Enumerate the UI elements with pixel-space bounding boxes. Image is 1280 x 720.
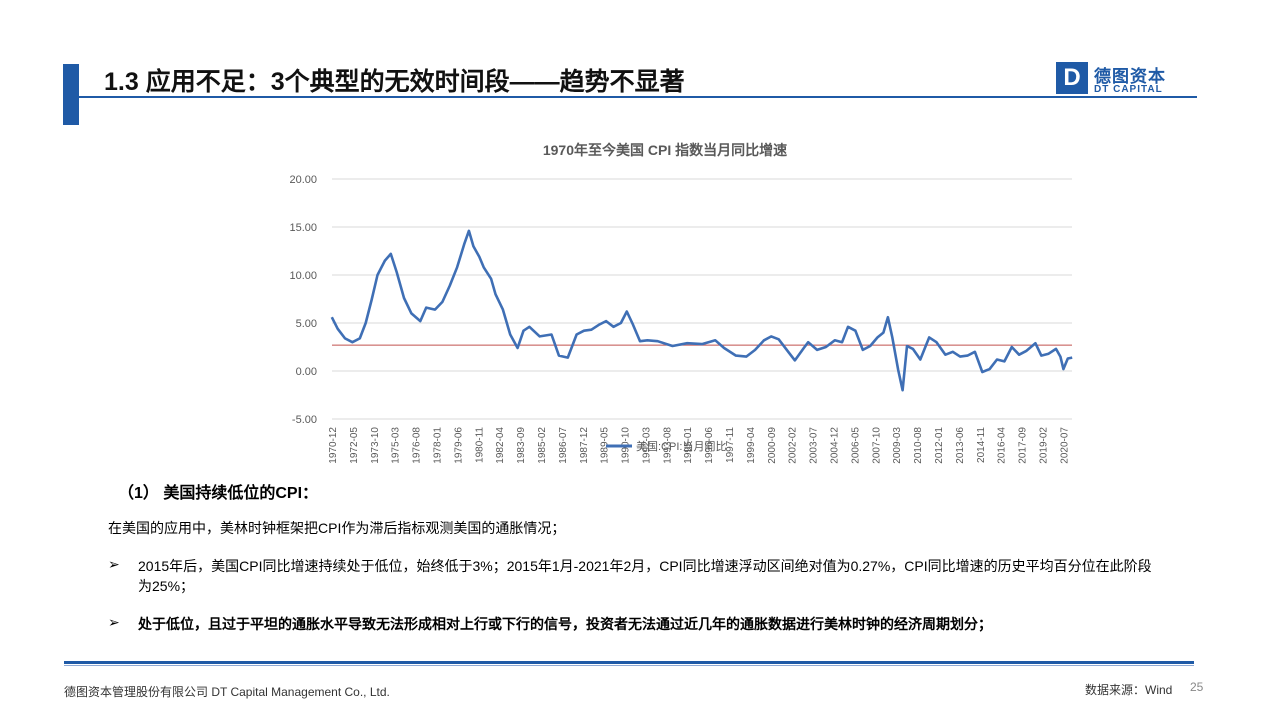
footer-divider-thin xyxy=(64,665,1194,666)
x-tick-label: 1987-12 xyxy=(579,427,590,464)
x-tick-label: 2009-03 xyxy=(892,427,903,464)
x-tick-label: 1980-11 xyxy=(474,427,485,463)
legend-label: 美国:CPI:当月同比 xyxy=(636,439,726,453)
x-tick-label: 2014-11 xyxy=(976,427,987,463)
x-tick-label: 2019-02 xyxy=(1038,427,1049,464)
x-tick-label: 2010-08 xyxy=(913,427,924,464)
x-tick-label: 1985-02 xyxy=(537,427,548,464)
x-tick-label: 1975-03 xyxy=(391,427,402,464)
bullet-text: 处于低位，且过于平坦的通胀水平导致无法形成相对上行或下行的信号，投资者无法通过近… xyxy=(138,616,992,632)
arrow-bullet-icon: ➢ xyxy=(108,614,120,630)
section-heading: （1） 美国持续低位的CPI： xyxy=(118,485,319,502)
x-tick-label: 2002-02 xyxy=(788,427,799,464)
x-tick-label: 1993-08 xyxy=(662,427,673,464)
x-tick-label: 2012-01 xyxy=(934,427,945,464)
x-tick-label: 2000-09 xyxy=(767,427,778,464)
logo-name-cn: 德图资本 xyxy=(1094,67,1166,86)
x-tick-label: 2016-04 xyxy=(997,427,1008,464)
x-tick-label: 2004-12 xyxy=(830,427,841,464)
intro-paragraph: 在美国的应用中，美林时钟框架把CPI作为滞后指标观测美国的通胀情况； xyxy=(108,520,566,536)
y-tick-label: 20.00 xyxy=(289,174,317,186)
logo-name-en: DT CAPITAL xyxy=(1094,84,1163,95)
y-tick-label: -5.00 xyxy=(292,414,317,426)
company-logo: D 德图资本 DT CAPITAL xyxy=(1056,62,1186,96)
x-tick-label: 1997-11 xyxy=(725,427,736,463)
logo-mark-icon: D xyxy=(1056,62,1088,94)
x-tick-label: 2006-05 xyxy=(850,427,861,464)
x-tick-label: 2017-09 xyxy=(1018,427,1029,464)
page-number: 25 xyxy=(1190,680,1204,694)
x-tick-label: 1992-03 xyxy=(641,427,652,464)
x-tick-label: 1989-05 xyxy=(600,427,611,464)
x-tick-label: 1976-08 xyxy=(412,427,423,464)
x-tick-label: 1978-01 xyxy=(432,427,443,464)
x-tick-label: 1995-01 xyxy=(683,427,694,464)
x-tick-label: 1986-07 xyxy=(558,427,569,464)
bullet-text: 2015年后，美国CPI同比增速持续处于低位，始终低于3%；2015年1月-20… xyxy=(138,558,1152,594)
x-tick-label: 1996-06 xyxy=(704,427,715,464)
y-tick-label: 0.00 xyxy=(296,366,317,378)
cpi-line-chart: 1970年至今美国 CPI 指数当月同比增速 20.00 15.00 10.00 5.… xyxy=(289,142,1073,464)
y-tick-label: 15.00 xyxy=(289,222,317,234)
chart-title: 1970年至今美国 CPI 指数当月同比增速 xyxy=(543,142,787,158)
x-tick-label: 2013-06 xyxy=(955,427,966,464)
x-tick-label: 2003-07 xyxy=(809,427,820,464)
x-tick-label: 1982-04 xyxy=(495,427,506,464)
arrow-bullet-icon: ➢ xyxy=(108,556,120,572)
x-tick-label: 2007-10 xyxy=(871,427,882,464)
x-tick-label: 1999-04 xyxy=(746,427,757,464)
chart-legend: 美国:CPI:当月同比 xyxy=(606,439,726,453)
x-tick-label: 2020-07 xyxy=(1059,427,1070,464)
x-tick-label: 1979-06 xyxy=(453,427,464,464)
data-source: 数据来源：Wind xyxy=(1085,683,1173,697)
footer-divider xyxy=(64,661,1194,664)
x-tick-label: 1972-05 xyxy=(349,427,360,464)
company-name: 德图资本管理股份有限公司 DT Capital Management Co., … xyxy=(64,685,390,699)
x-tick-label: 1973-10 xyxy=(370,427,381,464)
x-tick-label: 1983-09 xyxy=(516,427,527,464)
title-underline xyxy=(79,96,1197,98)
y-tick-label: 10.00 xyxy=(289,270,317,282)
title-accent-bar xyxy=(63,64,79,125)
y-tick-label: 5.00 xyxy=(296,318,317,330)
page-title: 1.3 应用不足：3个典型的无效时间段——趋势不显著 xyxy=(104,68,685,96)
x-tick-label: 1970-12 xyxy=(328,427,339,464)
series-line xyxy=(330,229,1073,392)
